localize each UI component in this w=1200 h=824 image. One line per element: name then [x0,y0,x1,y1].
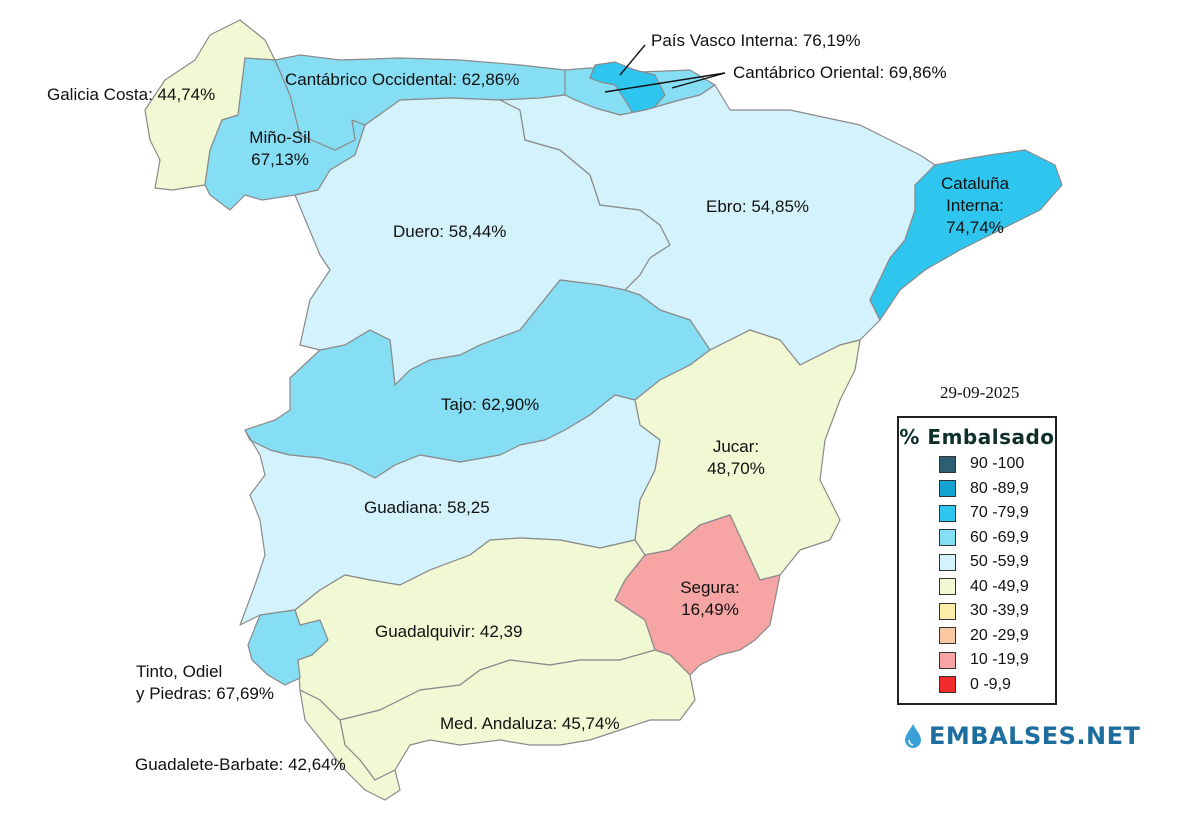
region-cataluna [869,149,1063,321]
label-tinto-odiel: Tinto, Odiel y Piedras: 67,69% [136,661,274,705]
legend: % Embalsado 90 -100 80 -89,9 70 -79,9 60 -6… [897,416,1057,705]
legend-swatch [939,602,956,620]
water-drop-icon [905,724,921,748]
label-galicia-costa: Galicia Costa: 44,74% [47,85,216,104]
label-jucar-name: Jucar: [712,437,760,456]
legend-label: 60 -69,9 [970,528,1029,546]
legend-item: 80 -89,9 [939,479,1029,499]
label-segura-value: 16,49% [681,600,739,619]
legend-swatch [939,480,956,497]
legend-label: 20 -29,9 [970,626,1029,644]
label-ebro: Ebro: 54,85% [706,197,810,216]
leader-line-cantabrico-oriental-2 [671,72,726,89]
legend-swatch [939,504,956,522]
legend-label: 80 -89,9 [970,479,1029,497]
label-tinto-value: y Piedras: 67,69% [136,684,274,703]
region-guadalete [299,689,401,801]
label-cantabrico-occidental: Cantábrico Occidental: 62,86% [285,70,520,89]
legend-label: 50 -59,9 [970,553,1029,570]
legend-swatch [939,627,956,644]
legend-item: 20 -29,9 [939,626,1029,646]
label-duero: Duero: 58,44% [393,222,507,241]
map-date: 29-09-2025 [940,383,1020,402]
label-segura: Segura: 16,49% [660,577,760,621]
label-pais-vasco: País Vasco Interna: 76,19% [651,31,861,50]
label-mino-sil-value: 67,13% [251,150,309,169]
legend-item: 30 -39,9 [939,601,1029,621]
leader-line-cantabrico-oriental-1 [604,72,726,93]
legend-item: 40 -49,9 [939,577,1029,597]
legend-label: 0 -9,9 [970,675,1011,693]
label-mino-sil: Miño-Sil 67,13% [240,127,320,171]
label-jucar: Jucar: 48,70% [686,436,786,480]
label-cataluna-value: 74,74% [946,218,1004,237]
region-tinto-odiel [247,609,329,686]
label-guadalete: Guadalete-Barbate: 42,64% [135,755,346,774]
legend-label: 90 -100 [970,455,1025,472]
legend-swatch [939,651,956,669]
label-guadiana: Guadiana: 58,25 [364,498,490,517]
legend-item: 70 -79,9 [939,503,1029,523]
region-guadiana [239,394,661,626]
label-tajo: Tajo: 62,90% [441,395,540,414]
label-cataluna-sub: Interna: [946,196,1004,215]
label-tinto-name: Tinto, Odiel [136,662,223,681]
legend-swatch [939,578,956,595]
legend-label: 70 -79,9 [970,504,1029,521]
legend-swatch [939,553,956,571]
legend-item: 90 -100 [939,454,1024,474]
legend-label: 10 -19,9 [970,651,1029,668]
label-segura-name: Segura: [680,578,740,597]
label-jucar-value: 48,70% [707,459,765,478]
legend-item: 10 -19,9 [939,650,1029,670]
label-med-andaluza: Med. Andaluza: 45,74% [440,714,620,733]
label-mino-sil-name: Miño-Sil [249,128,311,147]
legend-label: 30 -39,9 [970,602,1029,619]
region-ebro [499,84,936,366]
legend-item: 50 -59,9 [939,552,1029,572]
brand-name: EMBALSES.NET [929,722,1141,750]
legend-title: % Embalsado [899,425,1055,449]
label-cataluna: Cataluña Interna: 74,74% [920,173,1030,239]
region-med-andaluza [339,649,696,781]
legend-item: 0 -9,9 [939,675,1011,695]
label-guadalquivir: Guadalquivir: 42,39 [375,622,523,641]
legend-swatch [939,455,956,473]
legend-label: 40 -49,9 [970,577,1029,595]
region-segura [614,514,781,676]
label-cantabrico-oriental: Cantábrico Oriental: 69,86% [733,63,947,82]
legend-swatch [939,676,956,693]
legend-swatch [939,529,956,546]
legend-item: 60 -69,9 [939,528,1029,548]
brand-logo: EMBALSES.NET [903,722,1140,750]
leader-line-pais-vasco [619,44,646,76]
label-cataluna-name: Cataluña [940,174,1010,193]
